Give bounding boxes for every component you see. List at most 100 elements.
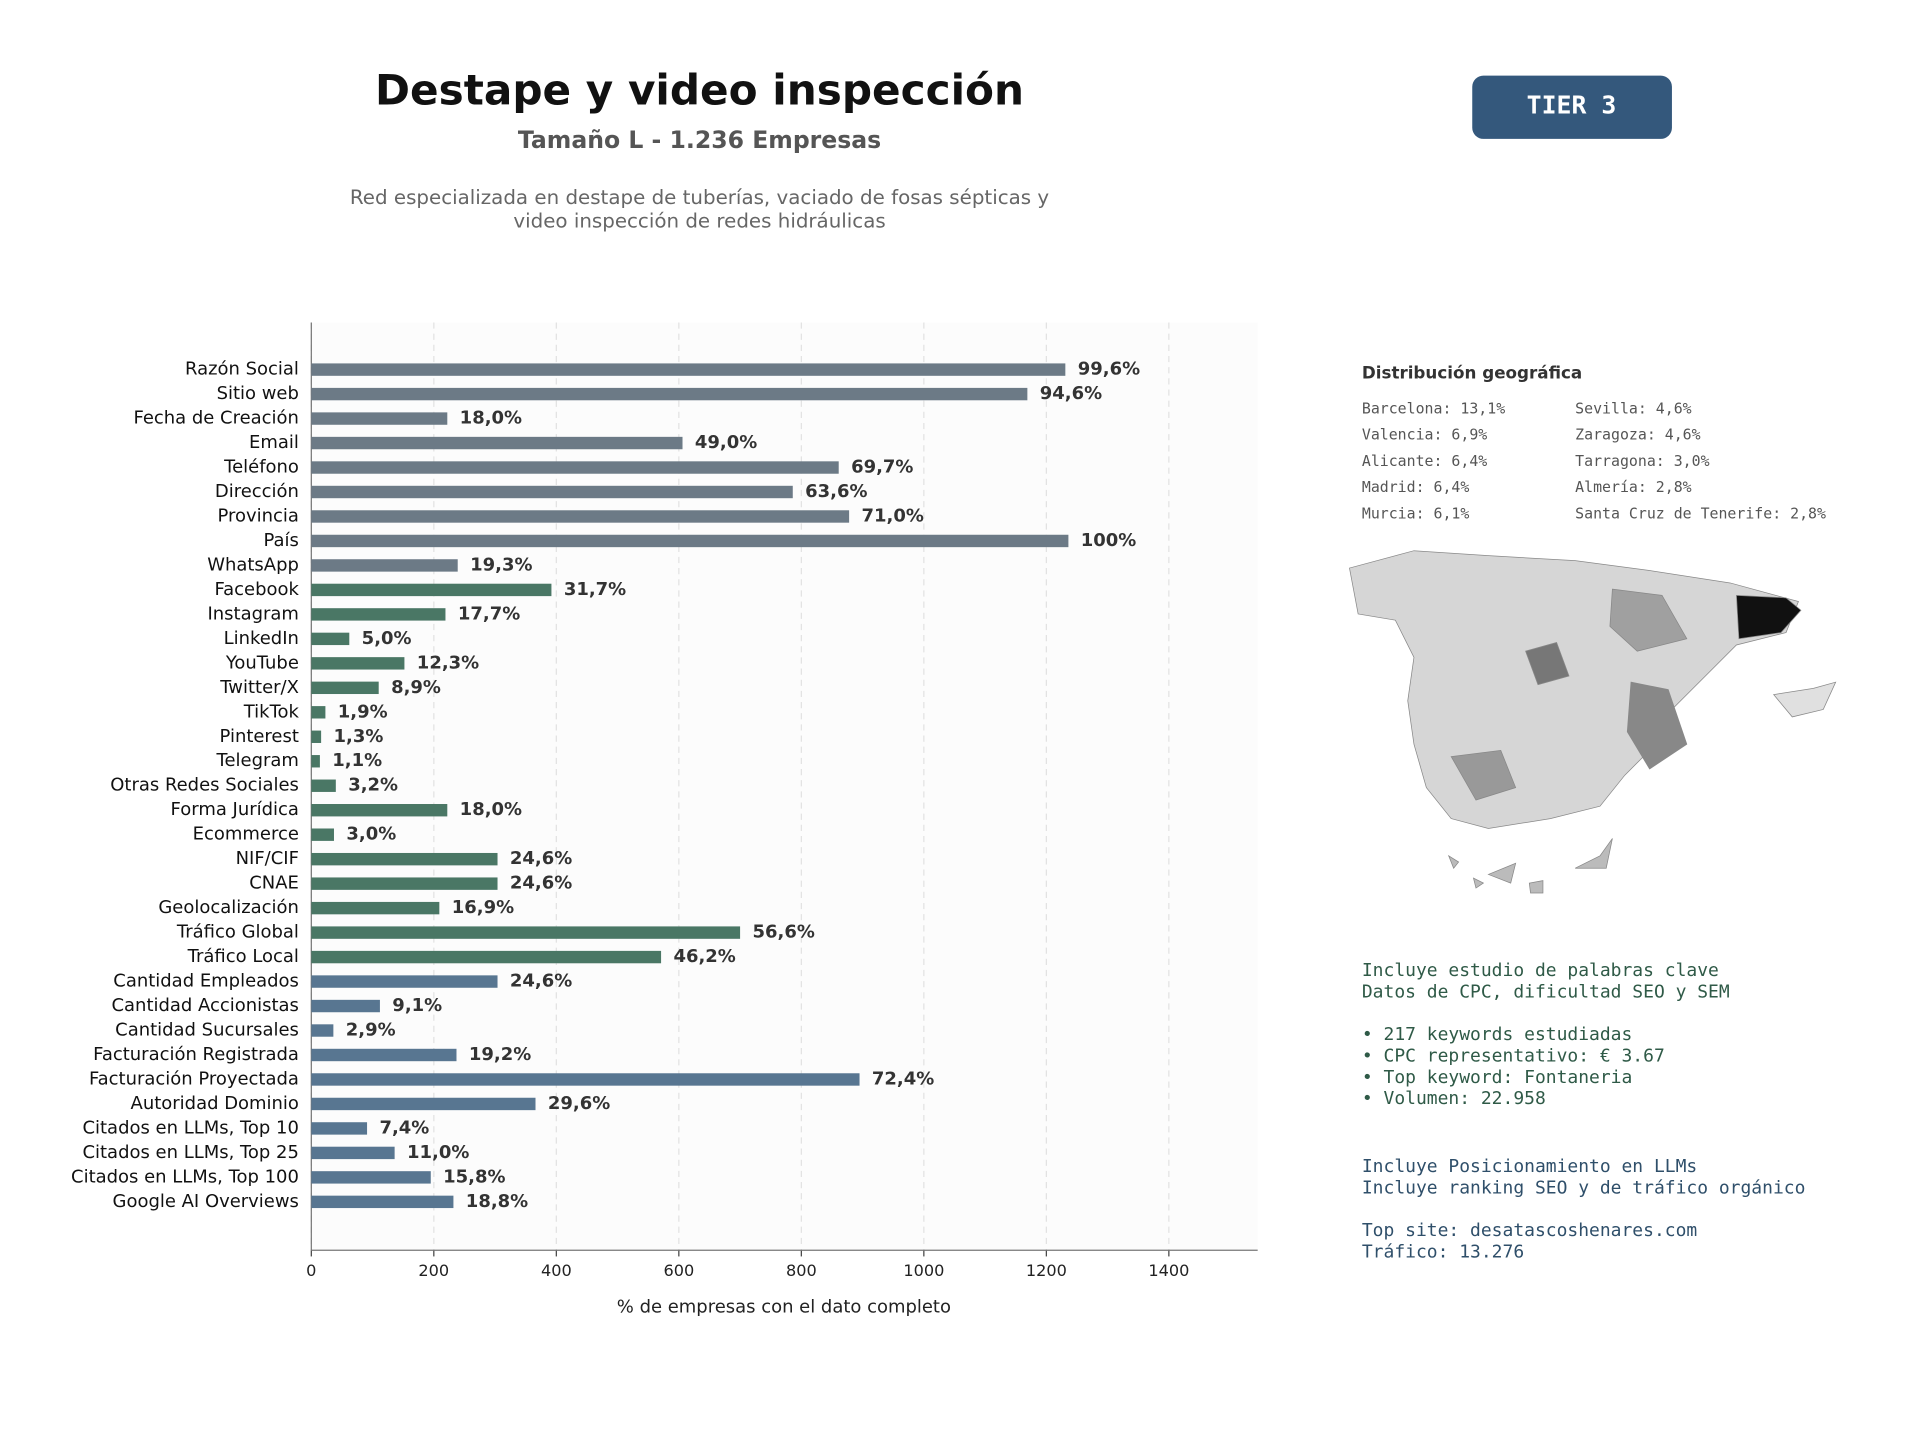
bar xyxy=(311,387,1028,401)
y-tick-label: Provincia xyxy=(218,505,299,526)
geo-item: Tarragona: 3,0% xyxy=(1575,452,1709,470)
geo-item: Zaragoza: 4,6% xyxy=(1575,426,1700,444)
value-label: 24,6% xyxy=(510,848,572,869)
map-barcelona xyxy=(1736,594,1802,640)
value-label: 19,3% xyxy=(470,554,532,575)
y-tick-label: Citados en LLMs, Top 25 xyxy=(82,1142,298,1163)
note-line: Incluye ranking SEO y de tráfico orgánic… xyxy=(1362,1177,1806,1198)
tier-badge xyxy=(1472,75,1672,139)
y-tick-label: Instagram xyxy=(207,603,298,624)
bar xyxy=(311,730,322,743)
value-label: 7,4% xyxy=(379,1117,429,1138)
bar xyxy=(311,901,440,915)
bar xyxy=(311,706,326,719)
y-tick-label: Tráfico Local xyxy=(187,946,299,967)
y-tick-label: País xyxy=(264,530,299,551)
value-label: 100% xyxy=(1081,530,1137,551)
value-label: 29,6% xyxy=(548,1093,610,1114)
bar xyxy=(311,975,498,988)
value-label: 1,1% xyxy=(332,750,382,771)
y-tick-label: NIF/CIF xyxy=(236,848,299,869)
map xyxy=(1349,550,1837,894)
description: Red especializada en destape de tuberías… xyxy=(350,186,1049,209)
value-label: 5,0% xyxy=(362,628,412,649)
bar xyxy=(311,852,498,866)
bar xyxy=(311,363,1066,376)
y-tick-label: Forma Jurídica xyxy=(171,799,299,820)
x-axis-label: % de empresas con el dato completo xyxy=(617,1296,951,1317)
note-line: Datos de CPC, dificultad SEO y SEM xyxy=(1362,981,1730,1002)
x-tick-label: 200 xyxy=(418,1261,449,1280)
y-tick-label: Geolocalización xyxy=(158,897,299,918)
y-tick-label: Cantidad Empleados xyxy=(113,971,299,992)
value-label: 17,7% xyxy=(458,603,520,624)
value-label: 69,7% xyxy=(851,457,913,478)
geo-item: Sevilla: 4,6% xyxy=(1575,399,1691,417)
bar xyxy=(311,608,446,621)
value-label: 18,8% xyxy=(466,1191,528,1212)
value-label: 3,2% xyxy=(348,775,398,796)
x-tick-label: 600 xyxy=(663,1261,694,1280)
bar xyxy=(311,804,448,817)
note-line: Incluye Posicionamiento en LLMs xyxy=(1362,1156,1697,1177)
map-canarias xyxy=(1447,838,1613,894)
geo-item: Madrid: 6,4% xyxy=(1362,478,1470,496)
geo-item: Valencia: 6,9% xyxy=(1362,426,1487,444)
y-tick-label: Teléfono xyxy=(223,457,299,478)
y-tick-label: Fecha de Creación xyxy=(133,408,298,429)
bar xyxy=(311,755,320,768)
y-tick-label: Twitter/X xyxy=(219,677,299,698)
bar xyxy=(311,1122,368,1135)
geo-item: Murcia: 6,1% xyxy=(1362,504,1470,522)
value-label: 11,0% xyxy=(407,1142,469,1163)
y-tick-label: Cantidad Accionistas xyxy=(112,995,299,1016)
x-tick-label: 1200 xyxy=(1026,1261,1067,1280)
value-label: 16,9% xyxy=(452,897,514,918)
x-tick-label: 800 xyxy=(786,1261,817,1280)
bar xyxy=(311,436,683,450)
map-baleares xyxy=(1772,681,1837,718)
value-label: 15,8% xyxy=(443,1166,505,1187)
value-label: 8,9% xyxy=(391,677,441,698)
bar xyxy=(311,877,498,890)
x-tick-label: 1400 xyxy=(1148,1261,1189,1280)
value-label: 12,3% xyxy=(417,652,479,673)
y-tick-label: Sitio web xyxy=(217,383,299,404)
geo-item: Alicante: 6,4% xyxy=(1362,452,1487,470)
value-label: 3,0% xyxy=(346,824,396,845)
tier-text: TIER 3 xyxy=(1527,91,1617,120)
value-label: 49,0% xyxy=(695,432,757,453)
geo-item: Barcelona: 13,1% xyxy=(1362,399,1505,417)
bar xyxy=(311,461,839,474)
y-tick-label: WhatsApp xyxy=(207,554,299,575)
y-tick-label: Dirección xyxy=(215,481,299,502)
bar xyxy=(311,999,380,1013)
bar xyxy=(311,1073,860,1086)
y-tick-label: Tráfico Global xyxy=(176,922,299,943)
y-tick-label: YouTube xyxy=(225,652,299,673)
y-tick-label: Facturación Registrada xyxy=(93,1044,299,1065)
y-tick-label: Autoridad Dominio xyxy=(131,1093,299,1114)
value-label: 99,6% xyxy=(1078,359,1140,380)
value-label: 18,0% xyxy=(460,408,522,429)
value-label: 19,2% xyxy=(469,1044,531,1065)
bar xyxy=(311,657,405,670)
bar xyxy=(311,1048,457,1062)
y-tick-label: TikTok xyxy=(243,701,300,722)
y-tick-label: Razón Social xyxy=(185,359,299,380)
value-label: 71,0% xyxy=(862,505,924,526)
note-line: • Top keyword: Fontaneria xyxy=(1362,1067,1632,1088)
value-label: 9,1% xyxy=(392,995,442,1016)
value-label: 24,6% xyxy=(510,971,572,992)
value-label: 2,9% xyxy=(346,1020,396,1041)
map-madrid xyxy=(1525,642,1570,686)
description: video inspección de redes hidráulicas xyxy=(513,210,885,233)
plot-area xyxy=(311,322,1258,1251)
value-label: 24,6% xyxy=(510,873,572,894)
y-tick-label: Facebook xyxy=(214,579,299,600)
bar xyxy=(311,926,741,939)
map-valencia xyxy=(1626,681,1688,770)
y-tick-label: Facturación Proyectada xyxy=(89,1068,299,1089)
value-label: 56,6% xyxy=(752,922,814,943)
